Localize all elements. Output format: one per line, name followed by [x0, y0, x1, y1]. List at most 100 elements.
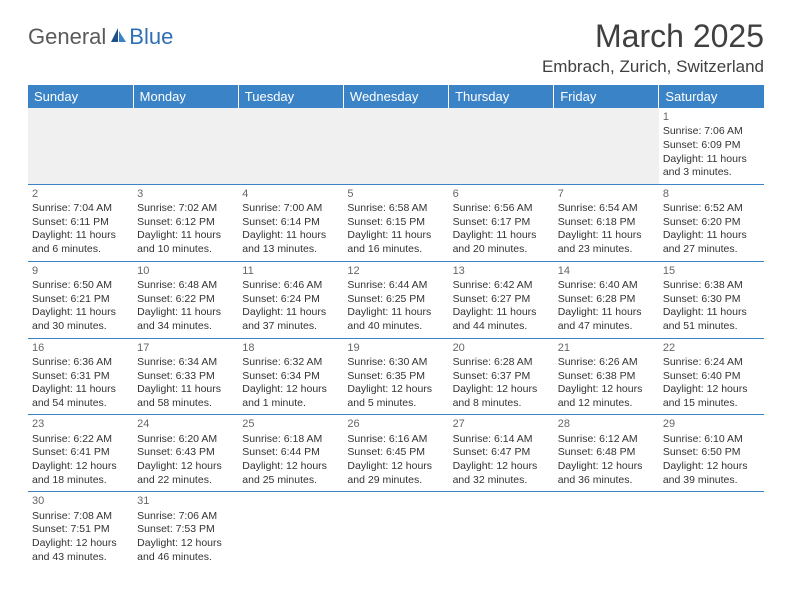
sunrise-text: Sunrise: 7:04 AM [32, 202, 129, 216]
daylight-text: Daylight: 11 hours and 10 minutes. [137, 229, 234, 256]
sunset-text: Sunset: 6:33 PM [137, 370, 234, 384]
logo-text-blue: Blue [129, 24, 173, 50]
calendar-cell: 30 Sunrise: 7:08 AMSunset: 7:51 PMDayligh… [28, 492, 133, 568]
calendar-cell: 13Sunrise: 6:42 AMSunset: 6:27 PMDayligh… [449, 261, 554, 338]
calendar-cell [133, 108, 238, 184]
calendar-cell: 26Sunrise: 6:16 AMSunset: 6:45 PMDayligh… [343, 415, 448, 492]
daylight-text: Daylight: 11 hours and 16 minutes. [347, 229, 444, 256]
sunrise-text: Sunrise: 6:22 AM [32, 433, 129, 447]
calendar-cell: 18Sunrise: 6:32 AMSunset: 6:34 PMDayligh… [238, 338, 343, 415]
daylight-text: Daylight: 12 hours and 5 minutes. [347, 383, 444, 410]
daylight-text: Daylight: 12 hours and 18 minutes. [32, 460, 129, 487]
day-number: 2 [32, 187, 129, 201]
calendar-cell: 8Sunrise: 6:52 AMSunset: 6:20 PMDaylight… [659, 184, 764, 261]
weekday-header: Monday [133, 85, 238, 108]
sunset-text: Sunset: 6:44 PM [242, 446, 339, 460]
sunset-text: Sunset: 6:35 PM [347, 370, 444, 384]
sunset-text: Sunset: 6:22 PM [137, 293, 234, 307]
day-number: 21 [558, 341, 655, 355]
sunset-text: Sunset: 6:38 PM [558, 370, 655, 384]
sunset-text: Sunset: 6:18 PM [558, 216, 655, 230]
sunrise-text: Sunrise: 6:54 AM [558, 202, 655, 216]
day-number: 16 [32, 341, 129, 355]
daylight-text: Daylight: 12 hours and 46 minutes. [137, 537, 234, 564]
daylight-text: Daylight: 11 hours and 40 minutes. [347, 306, 444, 333]
daylight-text: Daylight: 11 hours and 13 minutes. [242, 229, 339, 256]
daylight-text: Daylight: 11 hours and 58 minutes. [137, 383, 234, 410]
sunrise-text: Sunrise: 6:44 AM [347, 279, 444, 293]
calendar-cell: 22Sunrise: 6:24 AMSunset: 6:40 PMDayligh… [659, 338, 764, 415]
daylight-text: Daylight: 11 hours and 3 minutes. [663, 153, 760, 180]
daylight-text: Daylight: 12 hours and 36 minutes. [558, 460, 655, 487]
sunrise-text: Sunrise: 7:06 AM [137, 510, 234, 524]
sunset-text: Sunset: 6:31 PM [32, 370, 129, 384]
calendar-cell: 6Sunrise: 6:56 AMSunset: 6:17 PMDaylight… [449, 184, 554, 261]
sunrise-text: Sunrise: 6:34 AM [137, 356, 234, 370]
calendar-cell: 5Sunrise: 6:58 AMSunset: 6:15 PMDaylight… [343, 184, 448, 261]
sail-icon [108, 24, 128, 50]
sunrise-text: Sunrise: 6:10 AM [663, 433, 760, 447]
day-number: 3 [137, 187, 234, 201]
calendar-cell: 23Sunrise: 6:22 AMSunset: 6:41 PMDayligh… [28, 415, 133, 492]
sunset-text: Sunset: 6:25 PM [347, 293, 444, 307]
sunrise-text: Sunrise: 6:50 AM [32, 279, 129, 293]
calendar-cell: 28Sunrise: 6:12 AMSunset: 6:48 PMDayligh… [554, 415, 659, 492]
sunset-text: Sunset: 6:30 PM [663, 293, 760, 307]
sunset-text: Sunset: 6:40 PM [663, 370, 760, 384]
day-number: 28 [558, 417, 655, 431]
daylight-text: Daylight: 11 hours and 54 minutes. [32, 383, 129, 410]
sunrise-text: Sunrise: 6:46 AM [242, 279, 339, 293]
sunrise-text: Sunrise: 6:12 AM [558, 433, 655, 447]
sunrise-text: Sunrise: 6:24 AM [663, 356, 760, 370]
sunrise-text: Sunrise: 6:56 AM [453, 202, 550, 216]
logo-text-gray: General [28, 24, 106, 50]
sunset-text: Sunset: 7:53 PM [137, 523, 234, 537]
calendar-cell [343, 492, 448, 568]
calendar-cell: 10Sunrise: 6:48 AMSunset: 6:22 PMDayligh… [133, 261, 238, 338]
sunrise-text: Sunrise: 6:40 AM [558, 279, 655, 293]
day-number: 20 [453, 341, 550, 355]
day-number: 6 [453, 187, 550, 201]
calendar-cell: 31Sunrise: 7:06 AMSunset: 7:53 PMDayligh… [133, 492, 238, 568]
day-number: 30 [32, 494, 129, 508]
day-number: 15 [663, 264, 760, 278]
day-number: 17 [137, 341, 234, 355]
sunset-text: Sunset: 6:20 PM [663, 216, 760, 230]
daylight-text: Daylight: 12 hours and 43 minutes. [32, 537, 129, 564]
sunrise-text: Sunrise: 7:08 AM [32, 510, 129, 524]
calendar-cell: 1Sunrise: 7:06 AMSunset: 6:09 PMDaylight… [659, 108, 764, 184]
day-number: 29 [663, 417, 760, 431]
sunset-text: Sunset: 7:51 PM [32, 523, 129, 537]
day-number: 9 [32, 264, 129, 278]
sunset-text: Sunset: 6:43 PM [137, 446, 234, 460]
sunset-text: Sunset: 6:24 PM [242, 293, 339, 307]
calendar-cell [343, 108, 448, 184]
day-number: 4 [242, 187, 339, 201]
daylight-text: Daylight: 11 hours and 6 minutes. [32, 229, 129, 256]
header: General Blue March 2025 Embrach, Zurich,… [28, 18, 764, 77]
calendar-cell: 2Sunrise: 7:04 AMSunset: 6:11 PMDaylight… [28, 184, 133, 261]
calendar-table: SundayMondayTuesdayWednesdayThursdayFrid… [28, 85, 764, 568]
calendar-cell: 14Sunrise: 6:40 AMSunset: 6:28 PMDayligh… [554, 261, 659, 338]
daylight-text: Daylight: 12 hours and 22 minutes. [137, 460, 234, 487]
calendar-cell: 21Sunrise: 6:26 AMSunset: 6:38 PMDayligh… [554, 338, 659, 415]
sunset-text: Sunset: 6:09 PM [663, 139, 760, 153]
day-number: 18 [242, 341, 339, 355]
calendar-cell: 29Sunrise: 6:10 AMSunset: 6:50 PMDayligh… [659, 415, 764, 492]
sunset-text: Sunset: 6:37 PM [453, 370, 550, 384]
weekday-header: Friday [554, 85, 659, 108]
daylight-text: Daylight: 12 hours and 1 minute. [242, 383, 339, 410]
day-number: 24 [137, 417, 234, 431]
day-number: 5 [347, 187, 444, 201]
calendar-cell: 15Sunrise: 6:38 AMSunset: 6:30 PMDayligh… [659, 261, 764, 338]
calendar-cell: 19Sunrise: 6:30 AMSunset: 6:35 PMDayligh… [343, 338, 448, 415]
sunset-text: Sunset: 6:17 PM [453, 216, 550, 230]
daylight-text: Daylight: 12 hours and 12 minutes. [558, 383, 655, 410]
day-number: 1 [663, 110, 760, 124]
sunrise-text: Sunrise: 6:14 AM [453, 433, 550, 447]
sunset-text: Sunset: 6:21 PM [32, 293, 129, 307]
sunset-text: Sunset: 6:41 PM [32, 446, 129, 460]
daylight-text: Daylight: 11 hours and 51 minutes. [663, 306, 760, 333]
calendar-cell: 12Sunrise: 6:44 AMSunset: 6:25 PMDayligh… [343, 261, 448, 338]
calendar-cell [449, 108, 554, 184]
